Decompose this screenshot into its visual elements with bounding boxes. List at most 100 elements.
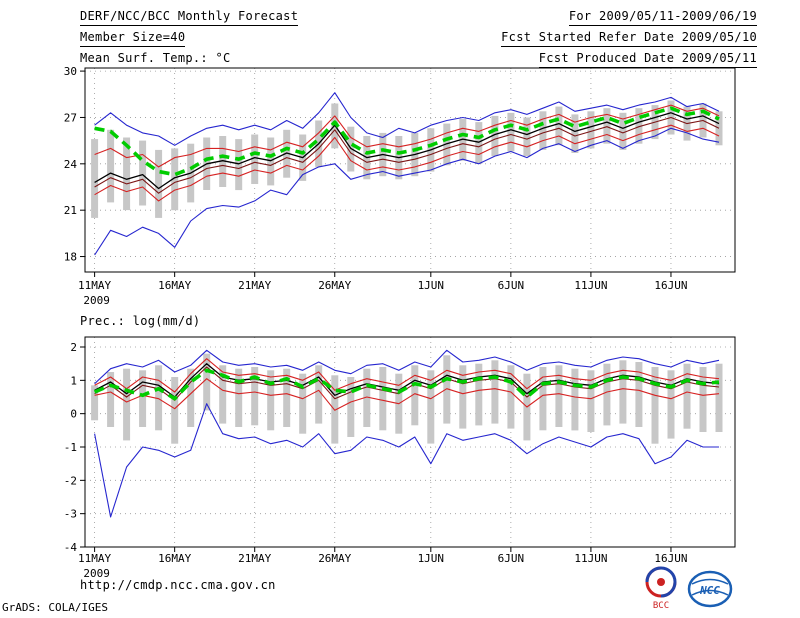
ensemble-spread-bar xyxy=(267,370,275,431)
series-blue-lower-envelope xyxy=(94,403,719,518)
ensemble-spread-bar xyxy=(491,115,499,157)
precip-panel-title: Prec.: log(mm/d) xyxy=(80,314,201,328)
ensemble-spread-bar xyxy=(123,368,131,441)
ensemble-spread-bar xyxy=(571,114,579,153)
y-tick-label: 27 xyxy=(64,111,77,124)
x-tick-label: 21MAY xyxy=(238,279,271,292)
ensemble-spread-bar xyxy=(411,365,419,426)
x-tick-label: 11JUN xyxy=(574,552,607,565)
ensemble-spread-bar xyxy=(507,112,515,152)
ensemble-spread-bar xyxy=(459,365,467,429)
series-green-dashed-line xyxy=(94,106,720,177)
ensemble-spread-bar xyxy=(635,108,643,144)
ensemble-spread-bar xyxy=(667,370,675,439)
y-tick-label: -2 xyxy=(64,474,77,487)
ensemble-spread-bar xyxy=(91,385,99,421)
x-tick-label: 11MAY xyxy=(78,279,111,292)
ensemble-spread-bar xyxy=(619,112,627,150)
y-tick-label: -4 xyxy=(64,541,78,554)
series-blue-upper-envelope xyxy=(94,349,720,385)
series-green-dashed-line xyxy=(93,368,720,401)
forecast-panel-1: 11MAY 16MAY 21MAY 26MAY 1JUN 6JUN 11JUN 16JUN20… xyxy=(64,336,736,580)
x-tick-label: 11MAY xyxy=(78,552,111,565)
ensemble-spread-bar xyxy=(315,365,323,424)
series-red-lower-band xyxy=(94,378,720,411)
series-blue-upper-envelope xyxy=(94,92,720,146)
ensemble-spread-bar xyxy=(475,363,483,426)
y-tick-label: 2 xyxy=(70,341,77,354)
ensemble-spread-bar xyxy=(443,355,451,424)
bcc-logo-label: BCC xyxy=(653,601,669,610)
ensemble-spread-bar xyxy=(555,365,563,427)
x-tick-label: 16MAY xyxy=(158,279,191,292)
ensemble-spread-bar xyxy=(507,365,515,429)
ensemble-spread-bar xyxy=(651,367,659,444)
ensemble-spread-bar xyxy=(587,111,595,149)
plot-frame xyxy=(84,67,736,273)
x-tick-label: 26MAY xyxy=(318,279,351,292)
ensemble-spread-bar xyxy=(219,365,227,424)
ensemble-spread-bar xyxy=(603,108,611,144)
ensemble-spread-bar xyxy=(379,367,387,431)
member-size: Member Size=40 xyxy=(80,30,186,47)
ensemble-spread-bar xyxy=(587,370,595,432)
ensemble-spread-bar xyxy=(219,136,227,187)
forecast-range: For 2009/05/11-2009/06/19 xyxy=(568,9,757,26)
ensemble-spread-bar xyxy=(555,106,563,146)
y-tick-label: -1 xyxy=(64,441,77,454)
produced-date: Fcst Produced Date 2009/05/11 xyxy=(538,51,757,68)
ensemble-spread-bar xyxy=(235,368,243,427)
ensemble-spread-bar xyxy=(267,137,275,186)
ensemble-spread-bar xyxy=(251,134,259,184)
ensemble-spread-bar xyxy=(139,370,147,427)
ensemble-spread-bar xyxy=(635,362,643,427)
plot-frame xyxy=(84,336,736,548)
x-tick-label: 6JUN xyxy=(498,552,525,565)
series-red-upper-band xyxy=(94,358,720,393)
ensemble-spread-bar xyxy=(91,139,99,218)
ensemble-spread-bar xyxy=(539,367,547,431)
ensemble-spread-bar xyxy=(363,368,371,427)
report-title: DERF/NCC/BCC Monthly Forecast xyxy=(80,9,299,26)
x-tick-label: 11JUN xyxy=(574,279,607,292)
ensemble-spread-bar xyxy=(683,363,691,429)
series-blue-lower-envelope xyxy=(94,127,720,256)
ensemble-spread-bar xyxy=(283,368,291,427)
y-tick-label: 1 xyxy=(70,374,77,387)
x-tick-label: 6JUN xyxy=(498,279,525,292)
refer-date: Fcst Started Refer Date 2009/05/10 xyxy=(501,30,757,47)
ensemble-spread-bar xyxy=(427,370,435,444)
y-tick-label: 30 xyxy=(64,65,77,78)
ensemble-spread-bar xyxy=(171,148,179,211)
y-tick-label: 24 xyxy=(64,158,78,171)
y-tick-label: 0 xyxy=(70,408,77,421)
x-axis-year-label: 2009 xyxy=(83,567,110,580)
ensemble-spread-bar xyxy=(619,360,627,424)
ensemble-spread-bar xyxy=(523,117,531,157)
y-tick-label: -3 xyxy=(64,508,77,521)
x-tick-label: 21MAY xyxy=(238,552,271,565)
ensemble-spread-bar xyxy=(235,139,243,191)
ensemble-spread-bar xyxy=(123,137,131,211)
ensemble-spread-bar xyxy=(155,365,163,431)
ncc-logo: NCC xyxy=(687,570,733,608)
bcc-logo: BCC xyxy=(645,566,677,610)
grads-credit: GrADS: COLA/IGES xyxy=(2,601,108,614)
ensemble-spread-bar xyxy=(603,363,611,426)
ensemble-spread-bar xyxy=(539,111,547,150)
ensemble-spread-bar xyxy=(139,140,147,206)
source-url: http://cmdp.ncc.cma.gov.cn xyxy=(80,578,276,592)
temp-panel-title: Mean Surf. Temp.: °C xyxy=(80,51,231,65)
x-axis-year-label: 2009 xyxy=(83,294,110,307)
ensemble-spread-bar xyxy=(171,377,179,444)
x-tick-label: 1JUN xyxy=(418,279,445,292)
x-tick-label: 1JUN xyxy=(418,552,445,565)
ensemble-spread-bar xyxy=(187,368,195,427)
ensemble-spread-bar xyxy=(347,377,355,437)
series-red-upper-band xyxy=(94,104,720,168)
ensemble-spread-bar xyxy=(107,129,115,203)
series-black-mean-line xyxy=(94,112,720,190)
x-tick-label: 16JUN xyxy=(654,279,687,292)
ensemble-spread-bar xyxy=(715,363,723,432)
